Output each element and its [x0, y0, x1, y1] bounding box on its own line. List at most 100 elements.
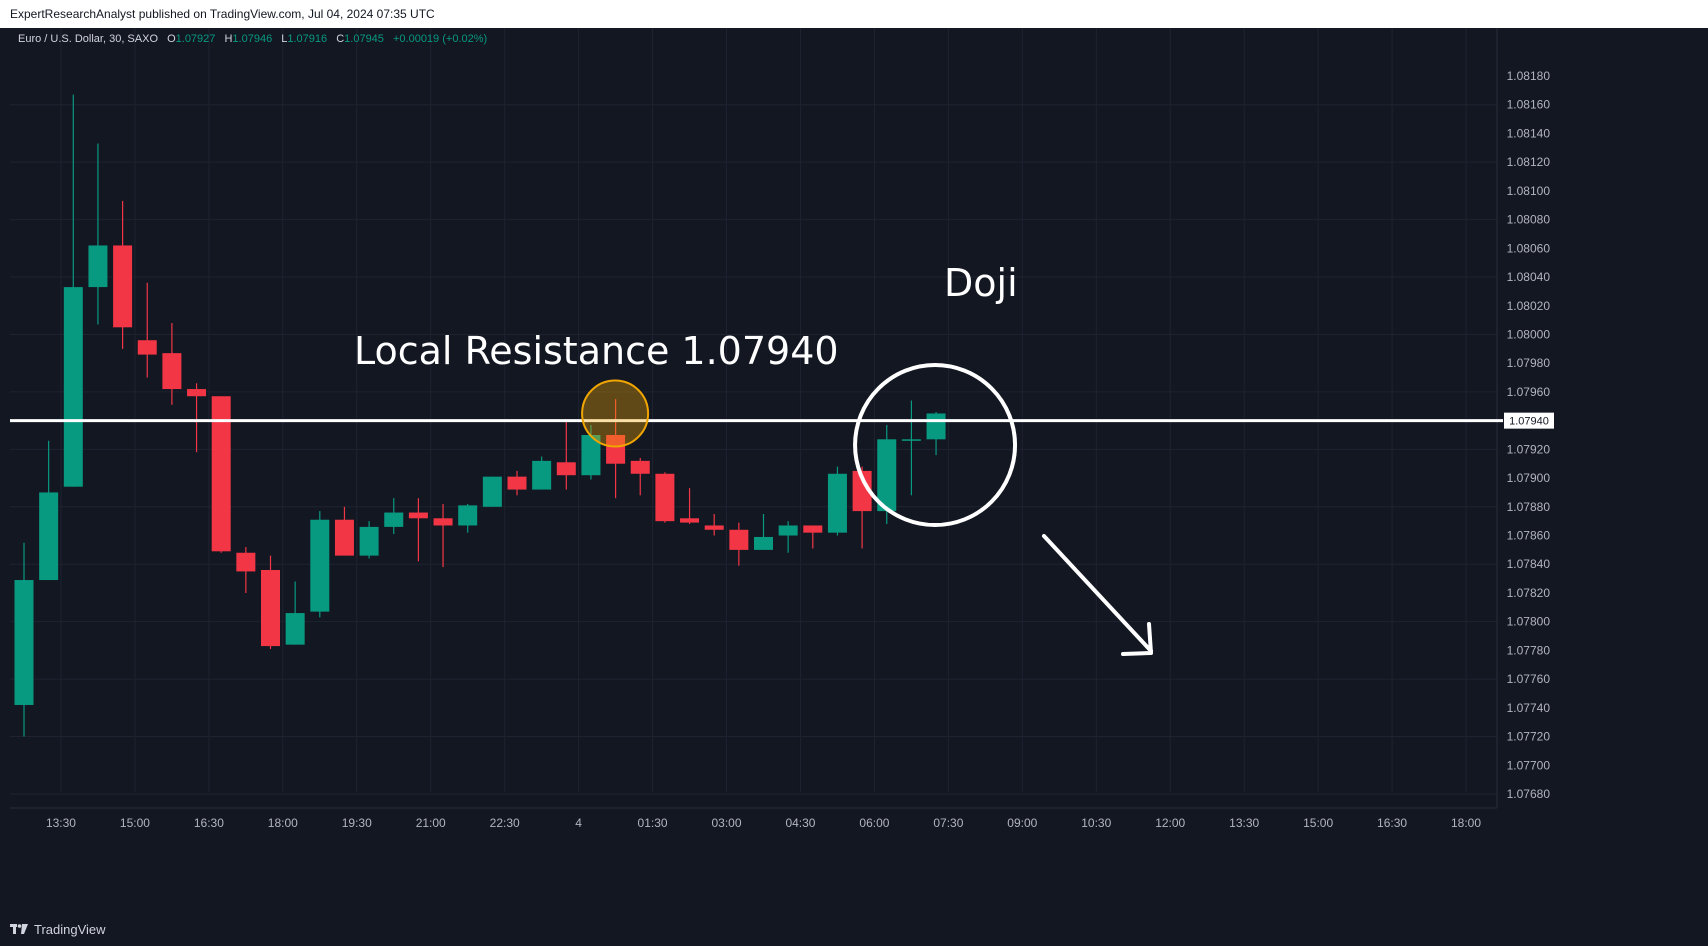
doji-circle — [853, 363, 1018, 528]
price-tick-label: 1.08120 — [1507, 155, 1551, 169]
price-tick-label: 1.08180 — [1507, 69, 1551, 83]
highlight-circle — [581, 379, 650, 448]
legend-symbol: Euro / U.S. Dollar, 30, SAXO — [18, 33, 158, 45]
time-tick-label: 04:30 — [785, 816, 815, 830]
candle-body — [556, 462, 576, 476]
price-tick-label: 1.07980 — [1507, 356, 1551, 370]
legend-low-value: 1.07916 — [287, 33, 327, 45]
candle-body — [581, 435, 601, 476]
candle-body — [803, 525, 823, 533]
price-tick-label: 1.07760 — [1507, 672, 1551, 686]
footer-brand: TradingView — [34, 922, 106, 937]
candle-body — [532, 460, 552, 490]
candle-body — [211, 396, 231, 552]
legend-close-value: 1.07945 — [344, 33, 384, 45]
time-tick-label: 22:30 — [490, 816, 520, 830]
price-tick-label: 1.08140 — [1507, 126, 1551, 140]
legend-low-label: L — [281, 33, 287, 45]
candle-body — [236, 552, 256, 572]
price-tick-label: 1.08100 — [1507, 184, 1551, 198]
price-tick-label: 1.07820 — [1507, 586, 1551, 600]
candle-body — [778, 525, 798, 536]
legend-close-label: C — [336, 33, 344, 45]
price-axis[interactable]: 1.08180 1.08160 1.08140 1.08120 1.08100 1.080… — [1507, 69, 1551, 801]
time-tick-label: 06:00 — [859, 816, 889, 830]
candle-body — [482, 476, 502, 507]
price-tick-label: 1.07680 — [1507, 787, 1551, 801]
legend-high-value: 1.07946 — [232, 33, 272, 45]
time-tick-label: 18:00 — [1451, 816, 1481, 830]
time-tick-label: 13:30 — [1229, 816, 1259, 830]
time-axis[interactable]: 13:30 15:00 16:30 18:00 19:30 21:00 22:30 4 01:3… — [46, 816, 1481, 830]
candle-body — [310, 519, 330, 612]
legend-open-value: 1.07927 — [176, 33, 216, 45]
candle-body — [877, 439, 897, 512]
time-tick-label: 13:30 — [46, 816, 76, 830]
tradingview-logo[interactable]: TradingView — [10, 922, 106, 937]
time-tick-label: 19:30 — [342, 816, 372, 830]
time-tick-label: 21:00 — [416, 816, 446, 830]
tradingview-logo-icon — [10, 923, 28, 934]
candle-body — [754, 536, 773, 550]
publisher-bar: ExpertResearchAnalyst published on Tradi… — [0, 0, 1708, 28]
price-tick-label: 1.07860 — [1507, 529, 1551, 543]
candle-body — [88, 245, 108, 288]
candle-body — [606, 435, 626, 464]
annotation-doji: Doji — [944, 261, 1018, 305]
price-tick-label: 1.07800 — [1507, 615, 1551, 629]
candle-body — [162, 353, 182, 390]
candle-body — [630, 460, 650, 474]
price-tick-label: 1.07960 — [1507, 385, 1551, 399]
drawing-layer: 1.07940 Local Resistance 1.07940 Doji — [10, 261, 1554, 656]
candle-body — [113, 245, 133, 328]
candle-body — [334, 519, 354, 556]
candle-body — [285, 613, 305, 645]
candle-body — [187, 389, 207, 397]
time-tick-label: 15:00 — [1303, 816, 1333, 830]
time-tick-label: 12:00 — [1155, 816, 1185, 830]
candle-body — [827, 473, 847, 533]
candle-body — [507, 476, 527, 490]
time-tick-label: 4 — [575, 816, 582, 830]
legend-high-label: H — [224, 33, 232, 45]
candle-body — [680, 518, 700, 523]
time-tick-label: 16:30 — [1377, 816, 1407, 830]
publisher-line: ExpertResearchAnalyst published on Tradi… — [10, 7, 435, 21]
footer-bar: TradingView — [0, 914, 1708, 946]
candle-body — [14, 580, 34, 705]
chart-legend: Euro / U.S. Dollar, 30, SAXO O1.07927 H1… — [18, 33, 487, 45]
candle-body — [63, 287, 83, 487]
candle-body — [655, 473, 675, 522]
candle-body — [852, 470, 872, 512]
time-tick-label: 15:00 — [120, 816, 150, 830]
price-tick-label: 1.07840 — [1507, 557, 1551, 571]
candle-body — [926, 413, 946, 440]
price-tick-label: 1.08080 — [1507, 213, 1551, 227]
arrow-shaft — [1042, 534, 1153, 653]
time-tick-label: 03:00 — [712, 816, 742, 830]
candles-layer — [14, 94, 946, 737]
legend-open-label: O — [167, 33, 176, 45]
candle-body — [137, 340, 157, 355]
legend-change: +0.00019 (+0.02%) — [393, 33, 487, 45]
arrow-head — [1121, 622, 1153, 656]
candle-body — [359, 526, 379, 556]
price-tick-label: 1.08160 — [1507, 98, 1551, 112]
candle-body — [901, 439, 921, 441]
price-tick-label: 1.08000 — [1507, 327, 1551, 341]
candle-body — [704, 525, 724, 530]
price-tick-label: 1.07900 — [1507, 471, 1551, 485]
candlestick-chart[interactable]: 1.08180 1.08160 1.08140 1.08120 1.08100 1.080… — [0, 28, 1708, 914]
candle-body — [433, 518, 453, 526]
price-tick-label: 1.08040 — [1507, 270, 1551, 284]
annotation-local-resistance: Local Resistance 1.07940 — [354, 329, 839, 373]
candle-body — [458, 505, 478, 526]
time-tick-label: 10:30 — [1081, 816, 1111, 830]
time-tick-label: 07:30 — [933, 816, 963, 830]
time-tick-label: 16:30 — [194, 816, 224, 830]
price-tick-label: 1.07880 — [1507, 500, 1551, 514]
price-tick-label: 1.08020 — [1507, 299, 1551, 313]
price-tick-label: 1.07740 — [1507, 701, 1551, 715]
price-tick-label: 1.08060 — [1507, 241, 1551, 255]
time-tick-label: 09:00 — [1007, 816, 1037, 830]
